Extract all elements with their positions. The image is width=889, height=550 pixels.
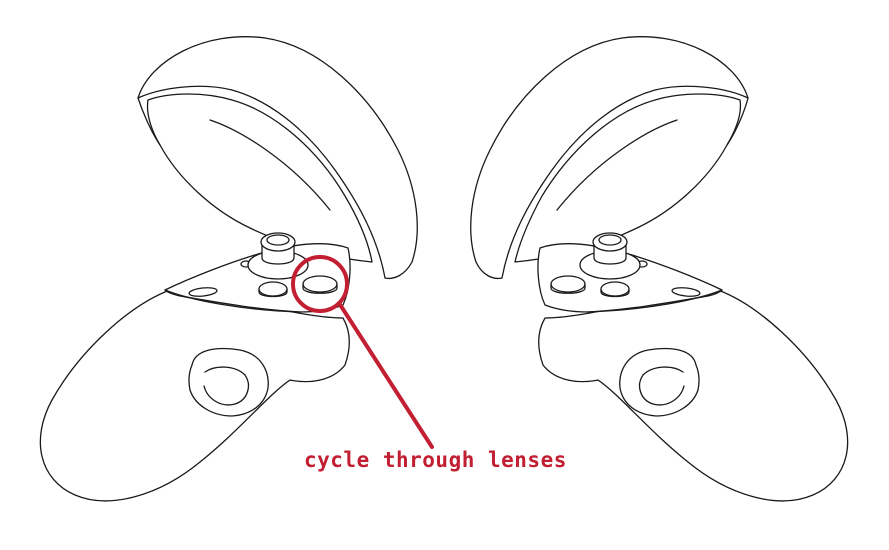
- right-ring-detail: [556, 119, 678, 211]
- right-trigger: [619, 347, 700, 417]
- right-ring-inner: [514, 93, 742, 263]
- left-button-x: [258, 281, 288, 298]
- callout-highlight-circle: [291, 255, 349, 313]
- left-tracking-ring: [137, 36, 418, 280]
- left-ring-inner: [146, 93, 373, 263]
- right-tracking-ring: [470, 36, 749, 280]
- right-controller: [470, 36, 849, 502]
- left-thumbstick: [247, 232, 309, 280]
- left-ring-edge: [137, 97, 161, 146]
- callout-label: cycle through lenses: [304, 448, 567, 472]
- callout-leader-line: [337, 301, 434, 449]
- right-trigger-inner: [639, 366, 685, 406]
- right-button-a: [600, 281, 630, 298]
- left-ring-detail: [209, 119, 331, 211]
- left-face-rim: [164, 289, 301, 313]
- left-button-y-highlighted: [302, 275, 338, 294]
- callout: [291, 255, 434, 449]
- left-controller: [39, 36, 418, 502]
- right-menu-slot: [671, 287, 701, 297]
- left-trigger-inner: [203, 366, 249, 406]
- right-thumbstick: [579, 232, 641, 280]
- right-face-rim: [587, 289, 723, 313]
- right-button-b: [550, 275, 586, 294]
- left-menu-slot: [188, 287, 218, 297]
- left-trigger: [188, 347, 269, 417]
- right-ring-edge: [726, 97, 749, 146]
